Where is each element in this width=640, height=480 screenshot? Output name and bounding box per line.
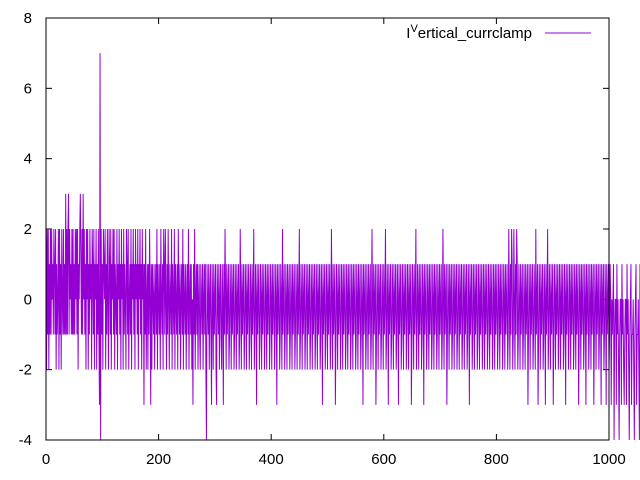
series-layer [45, 53, 640, 441]
x-tick-label: 800 [484, 451, 509, 468]
x-axis: 0 200 400 600 800 1000 [42, 18, 626, 468]
legend: IVertical_currclamp [406, 23, 591, 42]
y-tick-label: 0 [24, 291, 32, 308]
y-axis: -4 -2 0 2 4 6 8 [19, 10, 609, 449]
y-tick-label: 8 [24, 10, 32, 27]
series-line [45, 53, 640, 441]
y-tick-label: 2 [24, 221, 32, 238]
legend-label: IVertical_currclamp [406, 23, 532, 42]
x-tick-label: 200 [146, 451, 171, 468]
x-tick-label: 400 [259, 451, 284, 468]
x-tick-label: 600 [371, 451, 396, 468]
y-tick-label: 6 [24, 80, 32, 97]
y-tick-label: -2 [19, 362, 32, 379]
x-tick-label: 1000 [592, 451, 625, 468]
y-tick-label: 4 [24, 151, 32, 168]
x-tick-label: 0 [42, 451, 50, 468]
y-tick-label: -4 [19, 432, 32, 449]
plot-frame [45, 17, 610, 441]
